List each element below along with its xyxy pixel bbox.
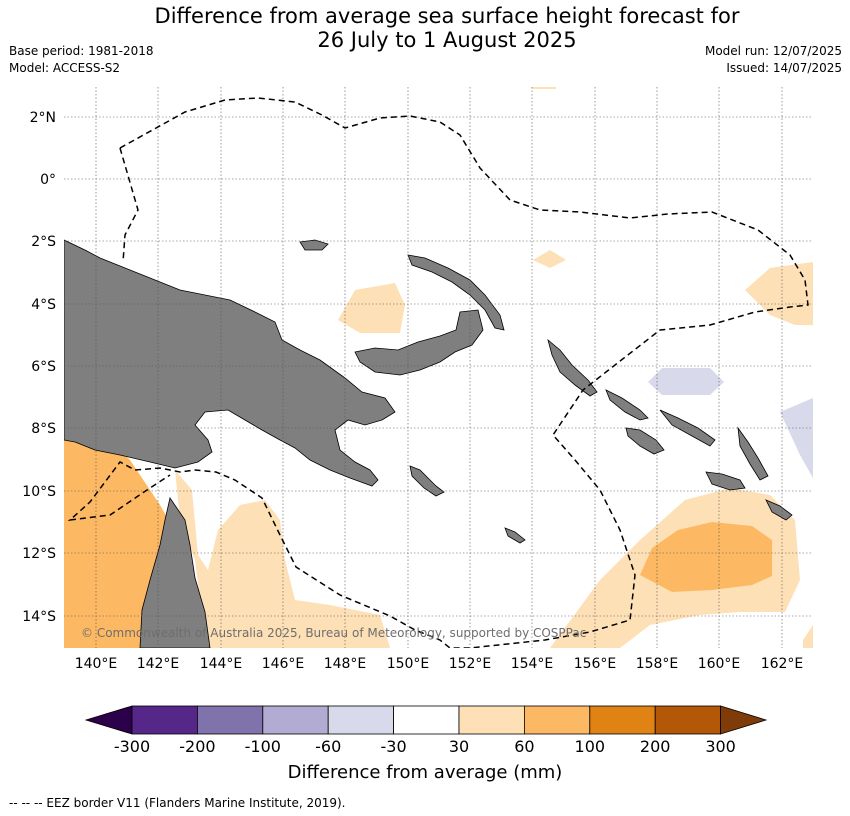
colorbar-segment <box>327 705 395 735</box>
colorbar-tick-label: 200 <box>640 737 671 756</box>
colorbar-extend-low <box>84 705 133 735</box>
lon-label: 160°E <box>698 656 741 672</box>
colorbar-extend-high <box>720 705 768 735</box>
model-run: Model run: 12/07/2025 <box>704 44 842 58</box>
lat-label: 4°S <box>31 297 56 313</box>
issued-date: Issued: 14/07/2025 <box>726 61 842 75</box>
lon-label: 162°E <box>761 656 804 672</box>
anomaly-region-light-orange-corner <box>803 625 813 648</box>
map-credit: © Commonwealth of Australia 2025, Bureau… <box>81 626 586 640</box>
colorbar-tick-label: -100 <box>245 737 281 756</box>
anomaly-region-light-orange-north <box>338 283 405 333</box>
longitude-labels: 140°E 142°E 144°E 146°E 148°E 150°E 152°… <box>75 656 804 672</box>
land-choiseul <box>605 389 649 421</box>
meta-left: Base period: 1981-2018 Model: ACCESS-S2 <box>9 43 154 77</box>
colorbar-segment <box>524 705 591 735</box>
model-name: Model: ACCESS-S2 <box>9 61 121 75</box>
lon-label: 140°E <box>75 656 118 672</box>
map-area: © Commonwealth of Australia 2025, Bureau… <box>64 87 813 648</box>
graticule <box>64 87 813 648</box>
lat-label: 6°S <box>31 359 56 375</box>
lon-label: 152°E <box>449 656 492 672</box>
land-new-britain <box>354 309 484 376</box>
anomaly-region-light-purple-edge <box>780 398 813 478</box>
lon-label: 148°E <box>324 656 367 672</box>
map-title: Difference from average sea surface heig… <box>0 4 850 52</box>
land-new-georgia <box>625 427 665 455</box>
anomaly-region-light-orange-gulf <box>175 470 390 648</box>
lat-label: 14°S <box>22 609 56 625</box>
colorbar: -300 -200 -100 -60 -30 30 60 100 200 300… <box>84 705 768 783</box>
land-new-ireland <box>407 254 505 331</box>
meta-right: Model run: 12/07/2025 Issued: 14/07/2025 <box>705 43 842 77</box>
colorbar-segment <box>262 705 329 735</box>
lon-label: 158°E <box>636 656 679 672</box>
colorbar-tick-label: -60 <box>315 737 341 756</box>
title-line-1: Difference from average sea surface heig… <box>154 4 740 28</box>
lat-label: 2°S <box>31 234 56 250</box>
lon-label: 142°E <box>137 656 180 672</box>
anomaly-region-light-purple-east <box>648 368 724 395</box>
lon-label: 146°E <box>262 656 305 672</box>
colorbar-tick-label: 30 <box>449 737 469 756</box>
colorbar-segment <box>131 705 198 735</box>
anomaly-region-light-orange-east <box>745 262 813 325</box>
lon-label: 154°E <box>511 656 554 672</box>
lat-label: 2°N <box>30 110 56 126</box>
title-line-2: 26 July to 1 August 2025 <box>317 28 577 52</box>
eez-footnote: -- -- -- EEZ border V11 (Flanders Marine… <box>9 796 346 810</box>
lat-label: 0° <box>40 172 56 188</box>
colorbar-tick-label: 60 <box>514 737 534 756</box>
latitude-labels: 2°N 0° 2°S 4°S 6°S 8°S 10°S 12°S 14°S <box>22 110 56 625</box>
colorbar-segment <box>654 705 722 735</box>
colorbar-tick-label: -200 <box>179 737 215 756</box>
land-louisiade <box>504 527 526 544</box>
land-bougainville <box>547 338 598 397</box>
colorbar-segment <box>393 705 460 735</box>
lat-label: 12°S <box>22 546 56 562</box>
land-manus <box>299 239 329 251</box>
base-period: Base period: 1981-2018 <box>9 44 154 58</box>
lat-label: 10°S <box>22 484 56 500</box>
colorbar-tick-label: -300 <box>114 737 150 756</box>
anomaly-region-light-orange-small <box>533 250 566 268</box>
land-new-guinea <box>64 239 396 487</box>
land-guadalcanal <box>705 471 746 491</box>
lon-label: 150°E <box>387 656 430 672</box>
colorbar-tick-label: -30 <box>381 737 407 756</box>
land-makira <box>765 499 793 521</box>
eez-border-west-north <box>119 147 139 263</box>
lat-label: 8°S <box>31 421 56 437</box>
lon-label: 156°E <box>574 656 617 672</box>
lon-label: 144°E <box>200 656 243 672</box>
land-dentrecasteaux <box>409 465 445 497</box>
colorbar-segment <box>458 705 525 735</box>
anomaly-region-orange-coral-sea <box>640 522 772 592</box>
colorbar-tick-label: 300 <box>705 737 736 756</box>
colorbar-segment <box>196 705 264 735</box>
anomaly-region-light-orange-top <box>532 87 556 89</box>
eez-borders <box>67 97 809 648</box>
colorbar-title: Difference from average (mm) <box>288 762 563 783</box>
colorbar-segment <box>589 705 656 735</box>
land-cape-york <box>139 497 211 648</box>
land-malaita <box>737 426 769 481</box>
colorbar-tick-label: 100 <box>575 737 606 756</box>
